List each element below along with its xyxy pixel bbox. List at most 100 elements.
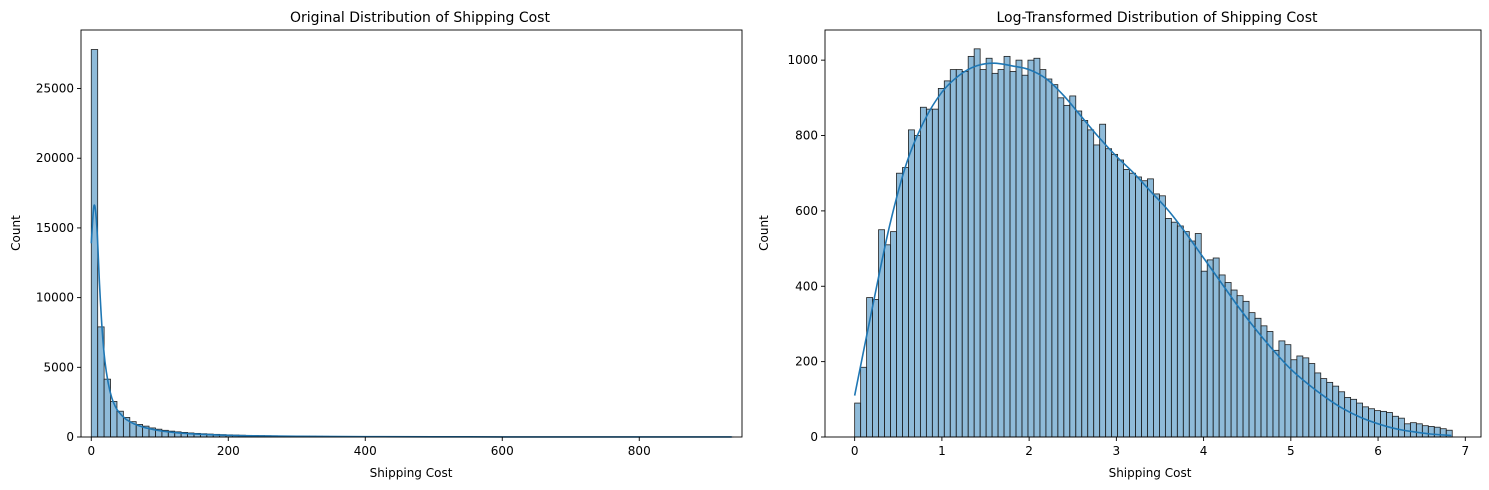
chart-log-transformed-distribution: Log-Transformed Distribution of Shipping… xyxy=(757,10,1482,480)
histogram-bar xyxy=(1415,423,1423,438)
histogram-bar xyxy=(1200,270,1208,438)
histogram-bar xyxy=(1099,123,1107,438)
histogram-bar xyxy=(1427,426,1435,438)
x-tick-label: 6 xyxy=(1374,444,1382,458)
histogram-bar xyxy=(949,69,957,438)
plot-frame xyxy=(80,29,743,438)
histogram-bar xyxy=(1147,178,1154,438)
y-tick-label: 5000 xyxy=(43,360,74,374)
histogram-bar xyxy=(1135,176,1142,438)
histogram-bar xyxy=(1129,172,1136,438)
histogram-bar xyxy=(1117,159,1124,438)
y-tick-label: 0 xyxy=(66,430,74,444)
y-tick-label: 0 xyxy=(810,430,818,444)
histogram-bar xyxy=(1141,180,1148,438)
histogram-bar xyxy=(1284,344,1292,438)
x-axis-label: Shipping Cost xyxy=(370,466,453,480)
x-tick-label: 600 xyxy=(491,444,514,458)
histogram-bars xyxy=(854,48,1453,438)
histogram-bar xyxy=(943,80,951,438)
histogram-bar xyxy=(1350,398,1358,438)
histogram-bar xyxy=(1332,385,1340,438)
histogram-bar xyxy=(1153,193,1160,438)
histogram-bar xyxy=(931,108,939,438)
kde-curve xyxy=(90,204,732,438)
histogram-bar xyxy=(1063,104,1071,438)
histogram-bar xyxy=(890,231,897,438)
histogram-bar xyxy=(884,244,891,438)
histogram-bar xyxy=(1218,274,1226,438)
histogram-bar xyxy=(854,402,862,438)
y-tick-label: 20000 xyxy=(36,151,74,165)
y-tick-label: 400 xyxy=(795,279,818,293)
y-tick-label: 10000 xyxy=(36,291,74,305)
histogram-bar xyxy=(908,129,915,438)
histogram-bar xyxy=(914,135,921,438)
histogram-bar xyxy=(1176,225,1184,438)
histogram-bar xyxy=(1356,402,1363,438)
histogram-bar xyxy=(1248,312,1256,438)
histogram-bar xyxy=(1320,378,1328,438)
histogram-bar xyxy=(1111,153,1118,438)
histogram-bar xyxy=(860,366,868,438)
histogram-bar xyxy=(1206,259,1214,438)
histogram-bar xyxy=(1344,397,1352,438)
y-axis-label: Count xyxy=(9,215,23,251)
histogram-bar xyxy=(872,299,879,438)
histogram-bar xyxy=(979,69,987,438)
x-axis-label: Shipping Cost xyxy=(1109,466,1192,480)
plot-frame xyxy=(824,29,1482,438)
histogram-bar xyxy=(1254,317,1262,438)
histogram-bar xyxy=(1093,144,1101,438)
histogram-bar xyxy=(1338,391,1346,438)
x-tick-label: 200 xyxy=(217,444,240,458)
y-axis: 0 5000 10000 15000 20000 25000 xyxy=(36,82,81,444)
x-axis: 0 200 400 600 800 xyxy=(87,437,651,458)
histogram-bar xyxy=(1314,372,1322,438)
histogram-bar xyxy=(1278,340,1286,438)
histogram-bar xyxy=(1409,422,1417,438)
histogram-bar xyxy=(1159,195,1166,438)
histogram-bar xyxy=(1433,426,1441,438)
histogram-bar xyxy=(1230,289,1238,438)
histogram-bar xyxy=(1182,231,1190,438)
histogram-bar xyxy=(1421,425,1429,438)
y-tick-label: 25000 xyxy=(36,82,74,96)
histogram-bar xyxy=(1386,412,1393,438)
histogram-bar xyxy=(1224,282,1232,438)
kde-curve xyxy=(853,62,1452,437)
histogram-bar xyxy=(1105,148,1113,438)
histogram-bar xyxy=(1308,363,1316,438)
histogram-bar xyxy=(1003,55,1011,438)
x-tick-label: 400 xyxy=(354,444,377,458)
histogram-bar xyxy=(1015,59,1023,438)
histogram-bar xyxy=(967,55,975,438)
histogram-bar xyxy=(1069,95,1077,438)
histogram-bar xyxy=(902,167,909,438)
histogram-bar xyxy=(1033,57,1041,438)
histogram-bar xyxy=(1398,417,1405,438)
histogram-bar xyxy=(1057,97,1065,438)
histogram-bar xyxy=(1123,169,1130,438)
x-tick-label: 2 xyxy=(1025,444,1033,458)
histogram-bar xyxy=(1164,218,1172,438)
histogram-bar xyxy=(1296,355,1304,438)
x-tick-label: 3 xyxy=(1113,444,1121,458)
y-axis: 0 200 400 600 800 1000 xyxy=(787,53,825,444)
histogram-bar xyxy=(925,108,933,438)
y-tick-label: 15000 xyxy=(36,221,74,235)
histogram-bar xyxy=(1302,357,1310,438)
histogram-bar xyxy=(1188,240,1196,438)
histogram-bar xyxy=(1326,381,1334,438)
histogram-bar xyxy=(973,48,981,438)
histogram-bar xyxy=(1362,406,1369,438)
x-tick-label: 800 xyxy=(628,444,651,458)
x-tick-label: 4 xyxy=(1200,444,1208,458)
y-tick-label: 800 xyxy=(795,129,818,143)
histogram-bars xyxy=(90,49,734,438)
chart-title: Log-Transformed Distribution of Shipping… xyxy=(996,10,1318,26)
x-tick-label: 0 xyxy=(87,444,95,458)
y-axis-label: Count xyxy=(757,215,771,251)
histogram-bar xyxy=(1045,78,1053,438)
